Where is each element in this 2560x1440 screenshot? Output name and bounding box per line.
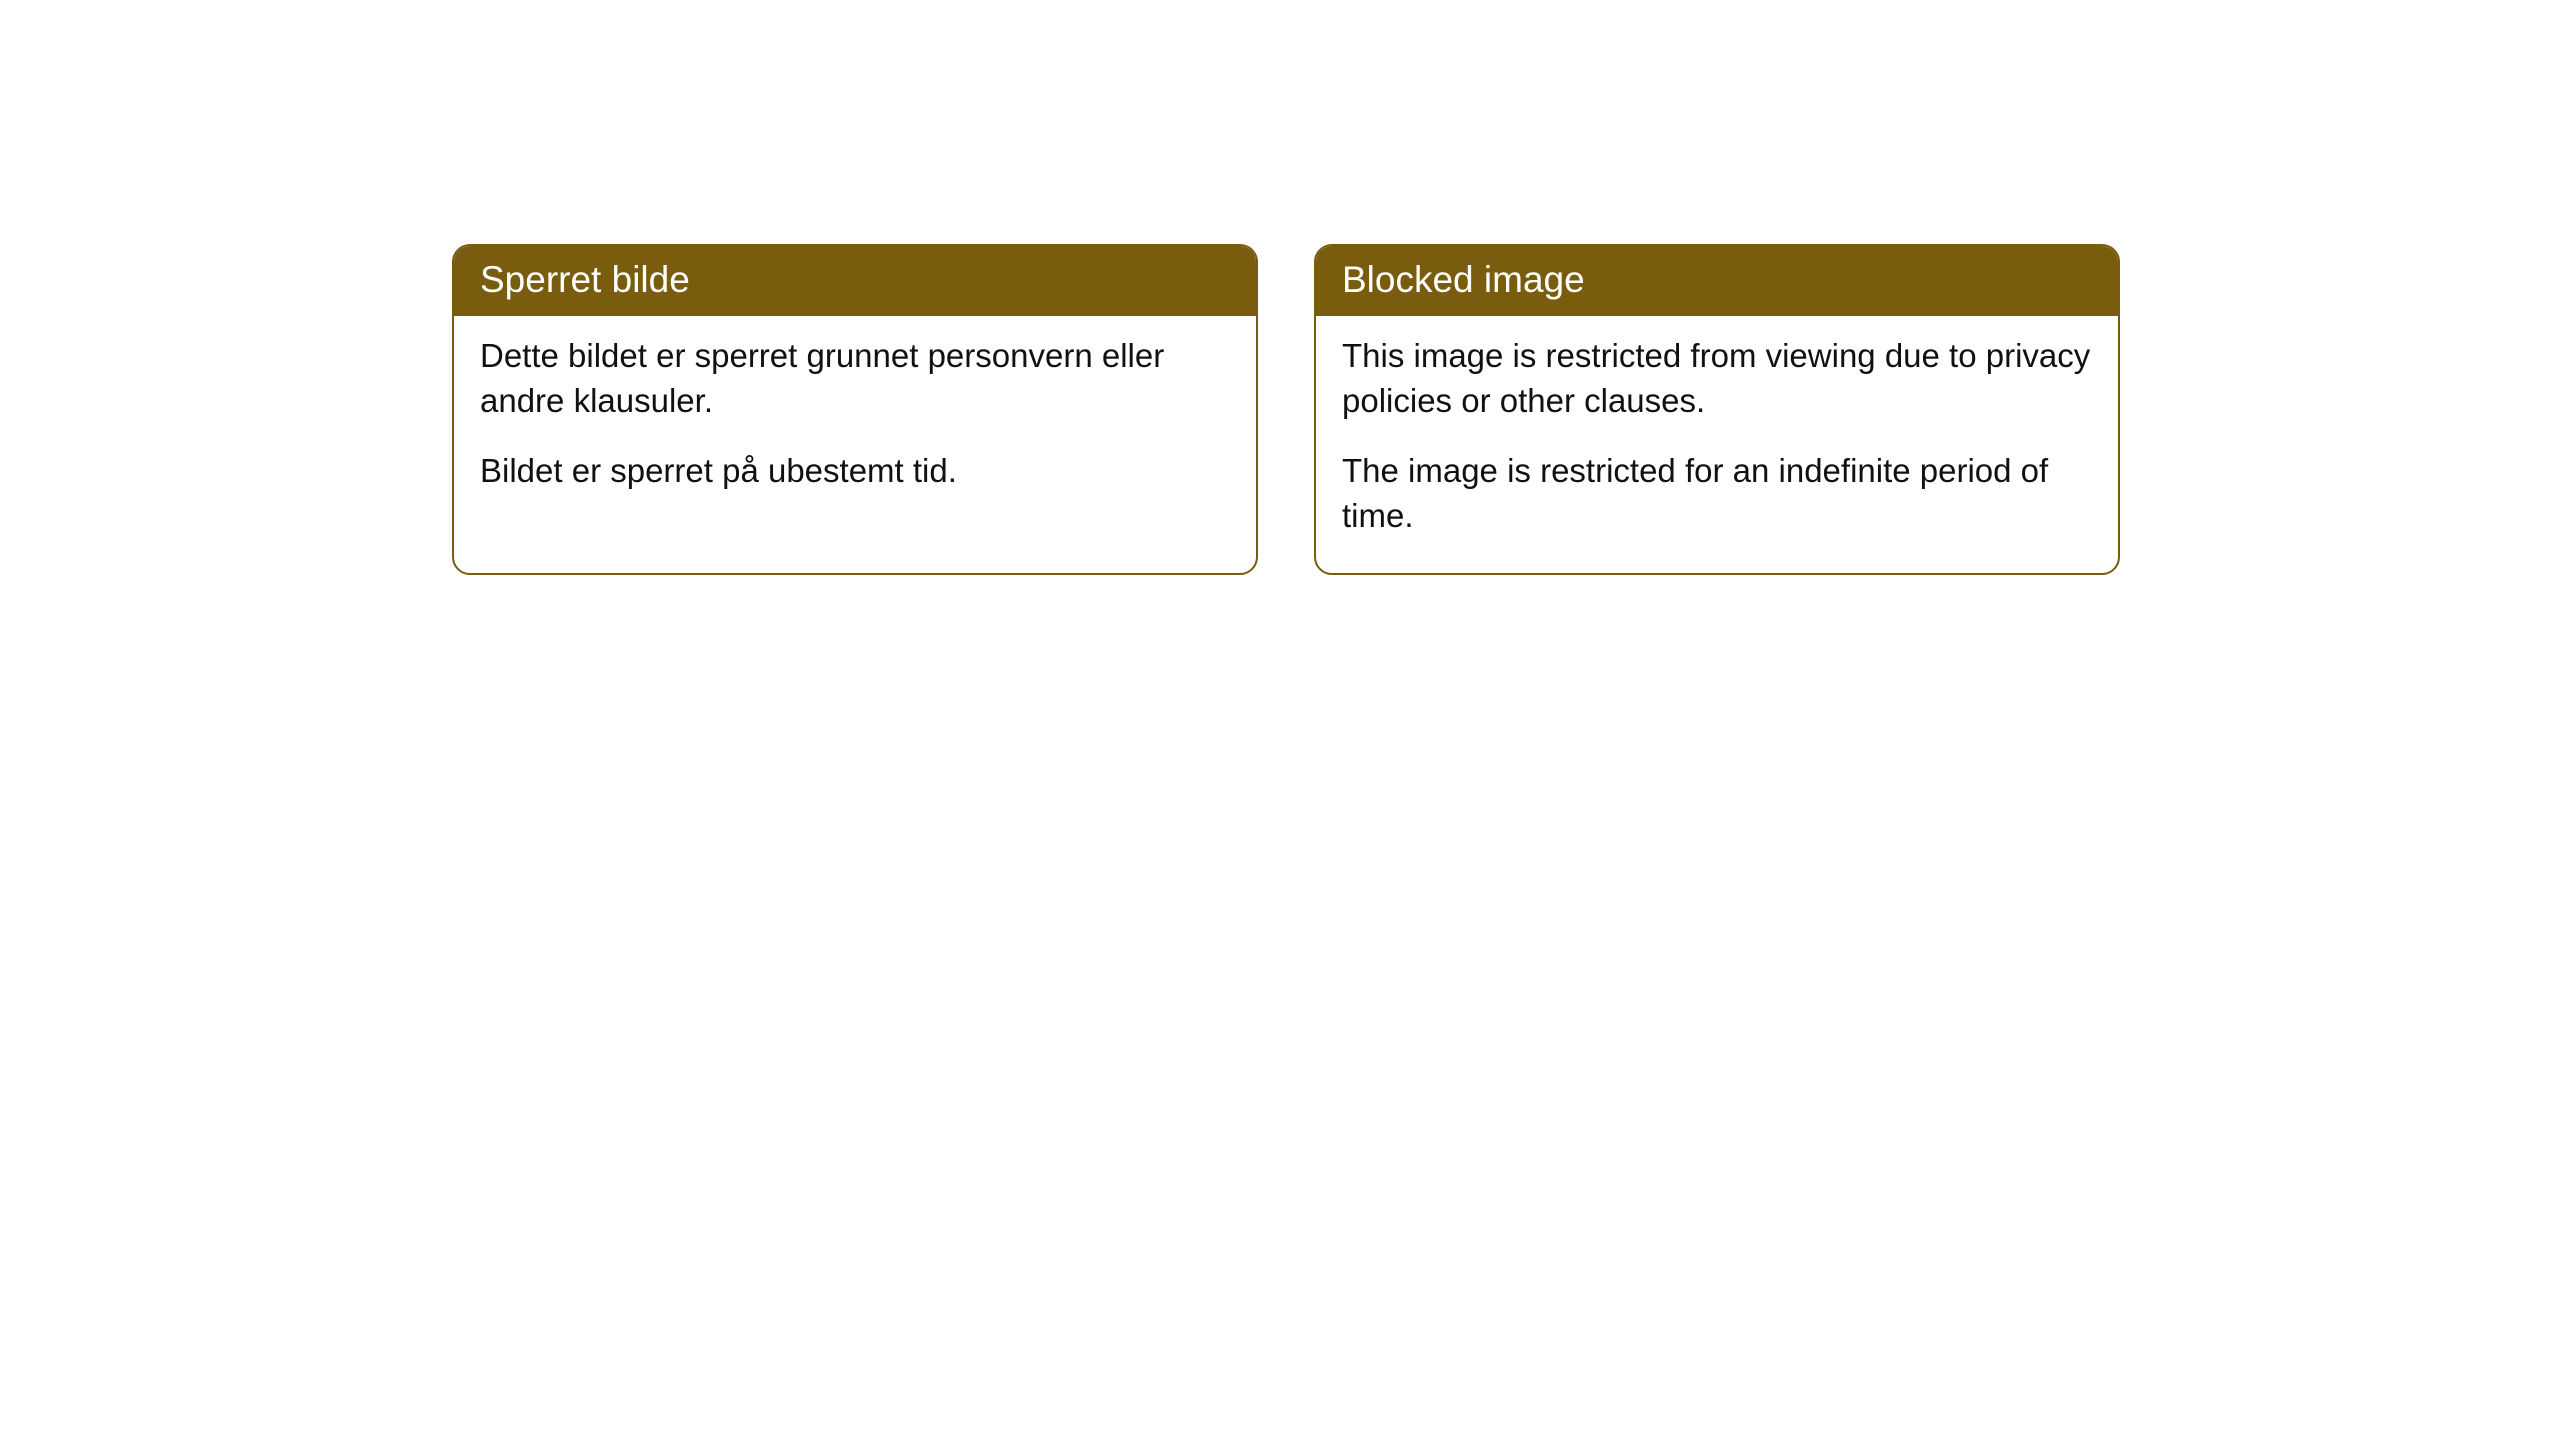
notice-paragraph: Dette bildet er sperret grunnet personve…: [480, 334, 1230, 423]
notice-paragraph: Bildet er sperret på ubestemt tid.: [480, 449, 1230, 494]
notice-body: Dette bildet er sperret grunnet personve…: [454, 316, 1256, 572]
notice-body: This image is restricted from viewing du…: [1316, 316, 2118, 572]
notice-title: Sperret bilde: [454, 246, 1256, 316]
notice-paragraph: This image is restricted from viewing du…: [1342, 334, 2092, 423]
notice-container: Sperret bilde Dette bildet er sperret gr…: [452, 244, 2120, 575]
notice-card-norwegian: Sperret bilde Dette bildet er sperret gr…: [452, 244, 1258, 575]
notice-paragraph: The image is restricted for an indefinit…: [1342, 449, 2092, 538]
notice-card-english: Blocked image This image is restricted f…: [1314, 244, 2120, 575]
notice-title: Blocked image: [1316, 246, 2118, 316]
